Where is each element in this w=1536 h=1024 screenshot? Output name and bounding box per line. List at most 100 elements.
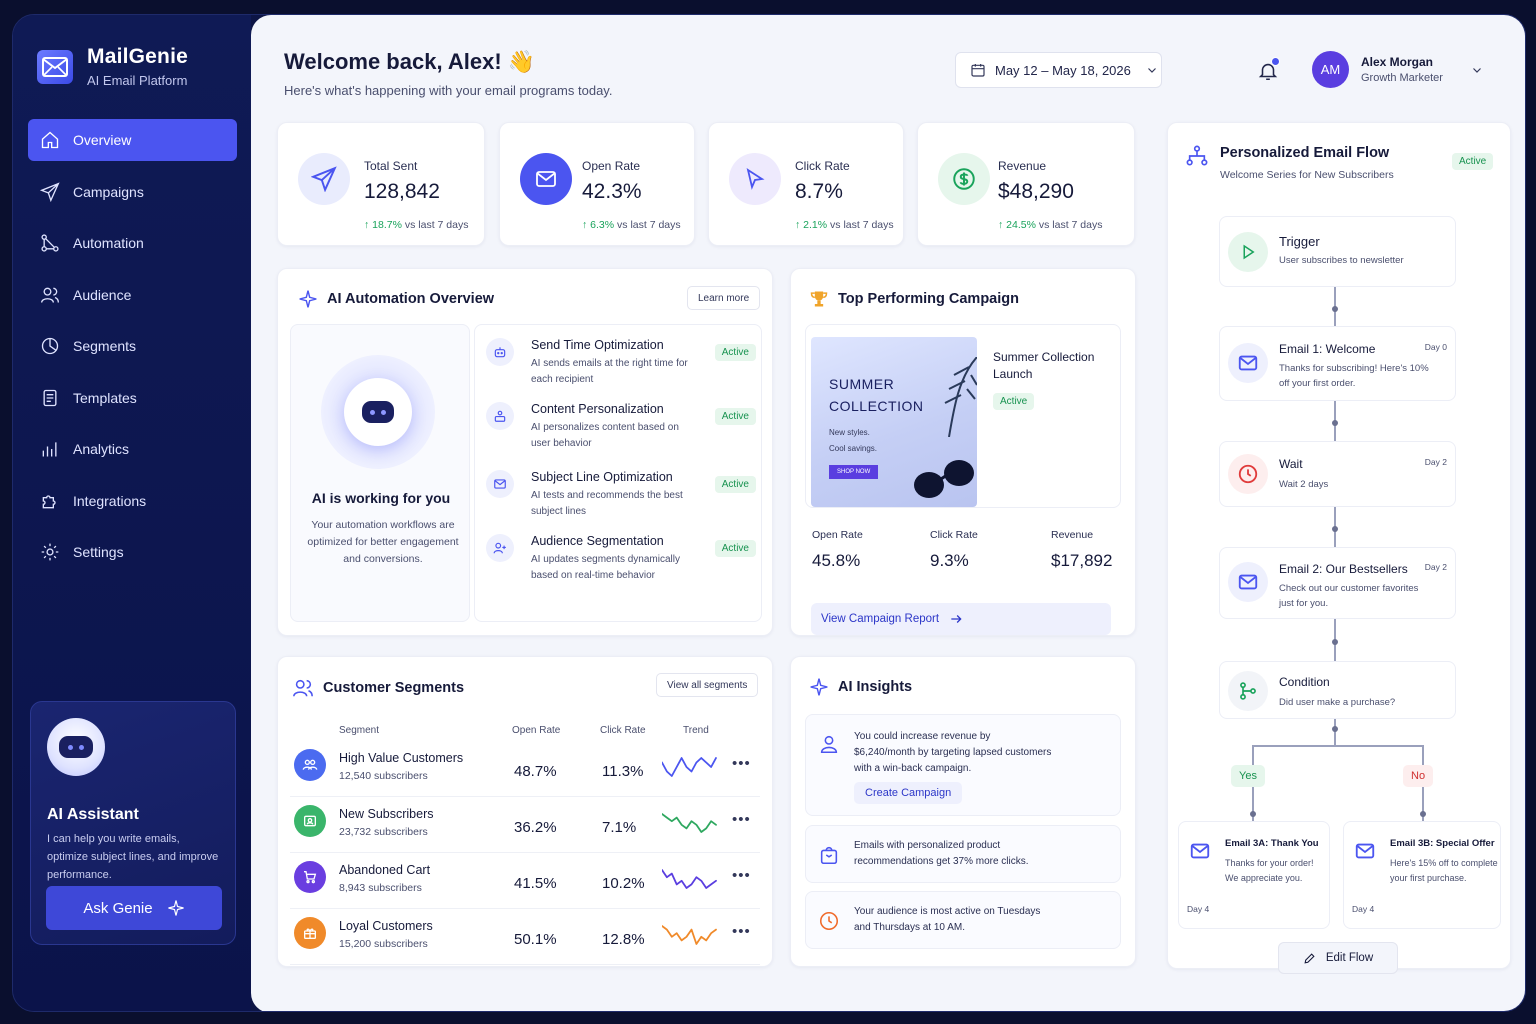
assistant-title: AI Assistant — [47, 806, 139, 823]
gift-icon — [294, 917, 326, 949]
status-badge: Active — [714, 476, 756, 493]
flow-node-desc: Thanks for subscribing! Here's 10% off y… — [1279, 363, 1429, 389]
metric-value: $17,892 — [1051, 551, 1113, 570]
image-cta: SHOP NOW — [829, 465, 879, 479]
automation-list — [474, 324, 762, 622]
table-row[interactable]: High Value Customers 12,540 subscribers 48… — [290, 741, 760, 797]
ai-automation-card: AI Automation Overview Learn more AI is … — [277, 268, 773, 636]
flow-node-email-1[interactable]: Email 1: Welcome Thanks for subscribing!… — [1219, 326, 1456, 401]
segment-name: High Value Customers — [339, 751, 464, 765]
learn-more-button[interactable]: Learn more — [687, 286, 761, 310]
sidebar-item-audience[interactable]: Audience — [28, 274, 237, 316]
stat-value: 8.7% — [795, 180, 843, 203]
stat-delta: ↑ 6.3% vs last 7 days — [582, 219, 681, 231]
segment-click-rate: 11.3% — [602, 763, 644, 780]
date-range-picker[interactable]: May 12 – May 18, 2026 — [955, 52, 1162, 88]
ai-working-title: AI is working for you — [311, 490, 451, 506]
table-row[interactable]: Abandoned Cart 8,943 subscribers 41.5% 10.2… — [290, 853, 760, 909]
flow-node-title: Email 1: Welcome — [1279, 342, 1376, 356]
automation-item-desc: AI sends emails at the right time for ea… — [531, 358, 688, 385]
sparkle-icon — [299, 290, 317, 308]
app-tagline: AI Email Platform — [87, 73, 188, 88]
top-campaign-card: Top Performing Campaign SUMMER COLLECTIO… — [790, 268, 1136, 636]
ai-working-text: Your automation workflows are optimized … — [307, 519, 459, 565]
insight-item: Emails with personalized product recomme… — [805, 825, 1121, 883]
flow-node-title: Email 3A: Thank You — [1225, 838, 1319, 849]
stat-label: Click Rate — [795, 159, 850, 173]
ask-genie-label: Ask Genie — [83, 899, 153, 917]
group-icon — [294, 749, 326, 781]
sidebar-item-integrations[interactable]: Integrations — [28, 480, 237, 522]
campaign-name: Summer Collection Launch — [993, 350, 1095, 381]
flow-node-trigger[interactable]: Trigger User subscribes to newsletter — [1219, 216, 1456, 287]
document-icon — [43, 389, 57, 406]
sidebar-item-automation[interactable]: Automation — [28, 222, 237, 264]
chevron-down-icon — [1147, 68, 1156, 73]
ask-genie-button[interactable]: Ask Genie — [46, 886, 222, 930]
robot-icon — [47, 718, 105, 776]
sidebar-item-analytics[interactable]: Analytics — [28, 428, 237, 470]
app-name: MailGenie — [87, 45, 188, 68]
status-badge: Active — [714, 344, 756, 361]
flow-node-email-2[interactable]: Email 2: Our Bestsellers Check out our c… — [1219, 547, 1456, 619]
create-campaign-button[interactable]: Create Campaign — [854, 782, 963, 804]
view-campaign-report-link[interactable]: View Campaign Report — [811, 603, 1111, 635]
sidebar-item-label: Settings — [73, 544, 124, 560]
branch-icon — [1228, 671, 1268, 711]
table-row[interactable]: New Subscribers 23,732 subscribers 36.2% 7.… — [290, 797, 760, 853]
paper-plane-icon — [40, 181, 60, 202]
automation-item-title: Audience Segmentation — [531, 534, 664, 548]
sidebar-item-templates[interactable]: Templates — [28, 377, 237, 419]
table-row[interactable]: Loyal Customers 15,200 subscribers 50.1% 12… — [290, 909, 760, 965]
envelope-icon — [1228, 343, 1268, 383]
flow-node-email-3a[interactable]: Email 3A: Thank You Thanks for your orde… — [1178, 821, 1330, 929]
cursor-icon — [729, 153, 781, 205]
segment-open-rate: 50.1% — [514, 931, 557, 948]
more-options-icon[interactable]: ••• — [732, 867, 751, 884]
workflow-icon — [41, 234, 59, 252]
envelope-icon — [520, 153, 572, 205]
notification-badge — [1271, 57, 1280, 66]
flow-node-wait[interactable]: Wait Wait 2 days Day 2 — [1219, 441, 1456, 507]
status-badge: Active — [993, 393, 1035, 410]
more-options-icon[interactable]: ••• — [732, 755, 751, 772]
clock-icon — [1228, 454, 1268, 494]
campaign-preview-box — [805, 324, 1121, 508]
flow-tree-icon — [1186, 145, 1208, 166]
sidebar-item-label: Overview — [73, 132, 132, 148]
more-options-icon[interactable]: ••• — [732, 811, 751, 828]
welcome-header: Welcome back, Alex! 👋 Here's what's happ… — [284, 49, 612, 98]
insight-item: Your audience is most active on Tuesdays… — [805, 891, 1121, 949]
stat-value: 42.3% — [582, 180, 642, 203]
sidebar-item-segments[interactable]: Segments — [28, 325, 237, 367]
palm-leaf-icon — [944, 357, 977, 437]
sidebar-item-campaigns[interactable]: Campaigns — [28, 171, 237, 213]
trend-sparkline — [662, 925, 717, 945]
branch-yes-label: Yes — [1231, 765, 1265, 787]
insight-text: Your audience is most active on Tuesdays… — [854, 906, 1041, 933]
sparkle-icon — [167, 900, 184, 916]
view-all-segments-button[interactable]: View all segments — [656, 673, 759, 697]
branch-no-label: No — [1403, 765, 1434, 787]
flow-node-email-3b[interactable]: Email 3B: Special Offer Here's 15% off t… — [1343, 821, 1501, 929]
user-menu[interactable]: AM Alex Morgan Growth Marketer — [1312, 51, 1483, 88]
home-icon — [41, 131, 59, 149]
flow-node-title: Email 2: Our Bestsellers — [1279, 562, 1408, 576]
trend-line — [662, 813, 717, 833]
gear-icon — [41, 543, 59, 561]
sidebar-item-overview[interactable]: Overview — [28, 119, 237, 161]
automation-item-desc: AI personalizes content based on user be… — [531, 422, 679, 449]
flow-node-condition[interactable]: Condition Did user make a purchase? — [1219, 661, 1456, 719]
users-icon — [41, 287, 59, 303]
envelope-icon — [1228, 562, 1268, 602]
metric-label: Open Rate — [812, 529, 863, 541]
more-options-icon[interactable]: ••• — [732, 923, 751, 940]
edit-flow-button[interactable]: Edit Flow — [1278, 942, 1398, 974]
campaign-image[interactable]: SUMMER COLLECTION New styles. Cool savin… — [811, 337, 977, 507]
app-frame: MailGenie AI Email Platform Overview Cam… — [12, 14, 1526, 1012]
logo[interactable]: MailGenie AI Email Platform — [37, 45, 188, 88]
sidebar-item-settings[interactable]: Settings — [28, 531, 237, 573]
stat-card-revenue: Revenue $48,290 ↑ 24.5% vs last 7 days — [917, 122, 1135, 246]
notifications-button[interactable] — [1257, 57, 1280, 82]
sidebar-item-label: Templates — [73, 389, 137, 406]
